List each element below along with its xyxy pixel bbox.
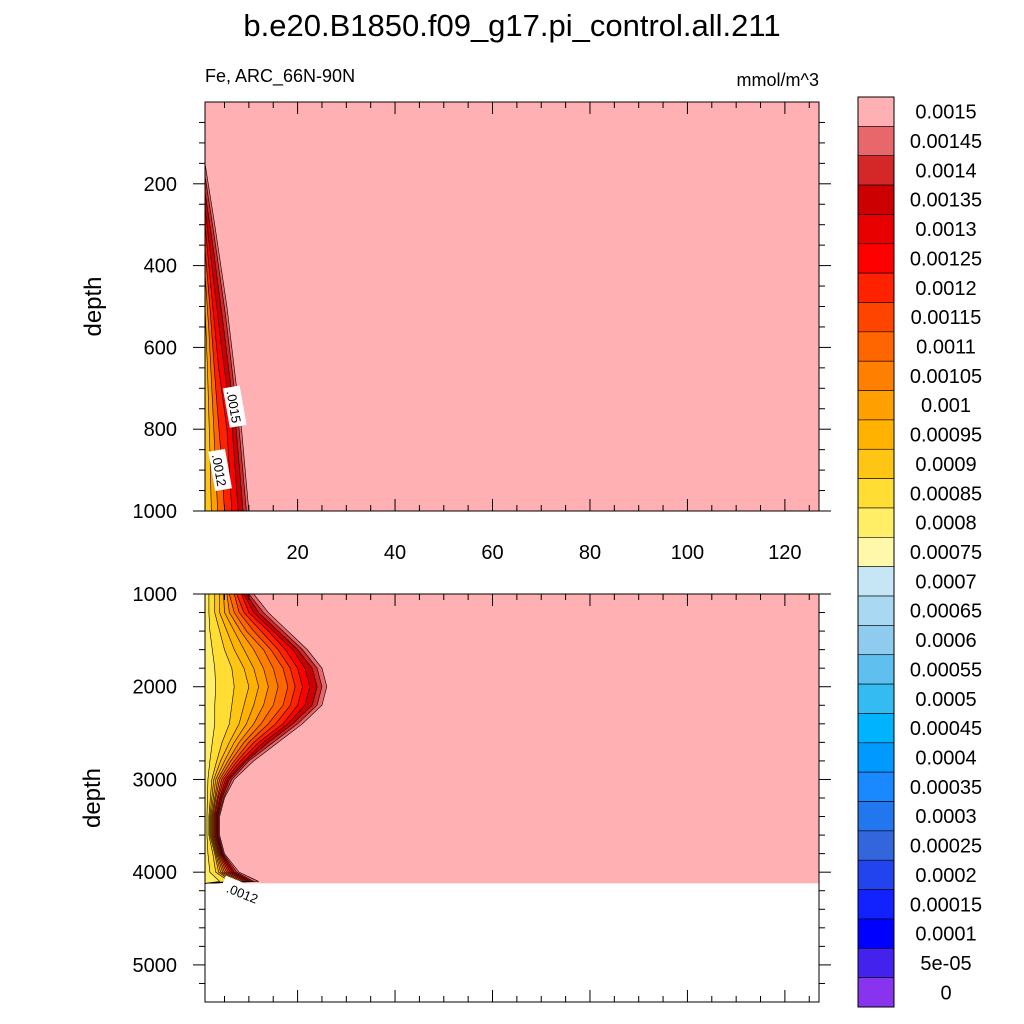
colorbar-label-12: 0.0009: [915, 454, 976, 476]
colorbar-label-14: 0.0008: [915, 513, 976, 535]
colorbar-label-16: 0.0007: [915, 571, 976, 593]
colorbar-label-5: 0.00125: [910, 248, 982, 270]
y-tick-label-2: 3000: [133, 769, 178, 791]
contour-label-text: .0012: [224, 881, 260, 907]
colorbar-swatch-4: [857, 214, 895, 245]
colorbar-label-23: 0.00035: [910, 777, 982, 799]
variable-region-label: Fe, ARC_66N-90N: [205, 66, 355, 87]
contour-label-text: .0012: [209, 453, 229, 488]
background-fill: [205, 102, 819, 511]
y-tick-label-0: 200: [144, 174, 177, 196]
colorbar-label-20: 0.0005: [915, 689, 976, 711]
colorbar-swatch-6: [857, 272, 895, 303]
colorbar: 0.0015 0.00145 0.0014 0.00135 0.0013 0.00125 0…: [857, 96, 982, 1008]
colorbar-label-21: 0.00045: [910, 718, 982, 740]
colorbar-label-19: 0.00055: [910, 659, 982, 681]
colorbar-swatch-18: [857, 625, 895, 656]
colorbar-frame: [857, 96, 895, 1008]
colorbar-label-2: 0.0014: [915, 160, 976, 182]
colorbar-swatch-21: [857, 713, 895, 744]
contour-label-0: .0015: [222, 385, 247, 428]
colorbar-label-22: 0.0004: [915, 747, 976, 769]
colorbar-swatch-14: [857, 507, 895, 538]
x-tick-label-0: 20: [286, 542, 308, 564]
contour-label-bg: [208, 448, 232, 492]
colorbar-swatch-24: [857, 801, 895, 832]
contour-label-1: .0012: [208, 448, 232, 492]
colorbar-label-3: 0.00135: [910, 190, 982, 212]
colorbar-label-1: 0.00145: [910, 131, 982, 153]
colorbar-swatch-0: [857, 96, 895, 127]
y-tick-label-1: 2000: [133, 677, 178, 699]
lower-depth-panel: 1000 2000 3000 4000 5000 depth .0012: [79, 584, 831, 1003]
colorbar-label-27: 0.00015: [910, 894, 982, 916]
colorbar-label-6: 0.0012: [915, 278, 976, 300]
colorbar-swatch-29: [857, 947, 895, 978]
colorbar-label-25: 0.00025: [910, 836, 982, 858]
contour-label-bg: [219, 875, 267, 909]
y-tick-label-4: 5000: [133, 955, 178, 977]
colorbar-label-30: 0: [940, 982, 951, 1004]
colorbar-swatch-10: [857, 390, 895, 421]
colorbar-label-28: 0.0001: [915, 924, 976, 946]
colorbar-swatch-16: [857, 566, 895, 597]
y-axis-label: depth: [80, 276, 107, 336]
x-tick-label-1: 40: [384, 542, 406, 564]
y-axis-label: depth: [79, 768, 106, 828]
y-tick-label-0: 1000: [133, 584, 178, 606]
y-tick-label-1: 400: [144, 256, 177, 278]
colorbar-label-26: 0.0002: [915, 865, 976, 887]
colorbar-swatch-15: [857, 537, 895, 567]
y-tick-label-4: 1000: [133, 501, 178, 523]
contour-label-bg: [222, 385, 247, 428]
colorbar-swatch-19: [857, 654, 895, 685]
colorbar-swatch-3: [857, 184, 895, 215]
colorbar-swatch-8: [857, 331, 895, 362]
colorbar-label-13: 0.00085: [910, 483, 982, 505]
background-fill: [205, 594, 819, 884]
colorbar-swatch-20: [857, 683, 895, 714]
colorbar-swatch-26: [857, 859, 895, 890]
colorbar-swatch-12: [857, 448, 895, 479]
colorbar-swatch-17: [857, 595, 895, 626]
colorbar-swatch-9: [857, 360, 895, 391]
colorbar-label-7: 0.00115: [911, 307, 982, 329]
colorbar-label-10: 0.001: [921, 395, 971, 417]
x-tick-label-3: 80: [579, 542, 601, 564]
x-tick-label-4: 100: [671, 542, 704, 564]
contour-label-text: .0015: [224, 389, 244, 424]
colorbar-swatch-1: [857, 126, 895, 157]
upper-depth-panel: 20 40 60 80 100 120 200 400 600 800 1000 depth .0015…: [80, 101, 831, 564]
y-tick-label-3: 800: [144, 419, 177, 441]
colorbar-label-15: 0.00075: [910, 542, 982, 564]
colorbar-label-18: 0.0006: [915, 630, 976, 652]
colorbar-swatch-28: [857, 918, 895, 949]
colorbar-swatch-27: [857, 889, 895, 920]
colorbar-label-17: 0.00065: [910, 601, 982, 623]
chart-title: b.e20.B1850.f09_g17.pi_control.all.211: [243, 8, 780, 43]
x-tick-label-5: 120: [768, 542, 801, 564]
colorbar-label-29: 5e-05: [920, 953, 971, 975]
colorbar-swatch-30: [857, 977, 895, 1008]
colorbar-swatch-2: [857, 155, 895, 186]
colorbar-swatch-11: [857, 419, 895, 450]
colorbar-label-24: 0.0003: [915, 806, 976, 828]
colorbar-swatch-5: [857, 243, 895, 274]
colorbar-label-8: 0.0011: [916, 337, 976, 359]
y-tick-label-3: 4000: [133, 862, 178, 884]
colorbar-swatch-23: [857, 771, 895, 802]
contour-band-12: [204, 593, 221, 884]
x-tick-label-2: 60: [481, 542, 503, 564]
colorbar-swatch-22: [857, 742, 895, 773]
colorbar-label-11: 0.00095: [910, 425, 982, 447]
colorbar-swatch-13: [857, 478, 895, 509]
units-label: mmol/m^3: [737, 70, 819, 90]
colorbar-label-0: 0.0015: [915, 102, 976, 124]
colorbar-swatch-7: [857, 302, 895, 333]
colorbar-swatch-25: [857, 830, 895, 861]
y-tick-label-2: 600: [144, 337, 177, 359]
colorbar-label-9: 0.00105: [910, 366, 982, 388]
colorbar-label-4: 0.0013: [915, 219, 976, 241]
